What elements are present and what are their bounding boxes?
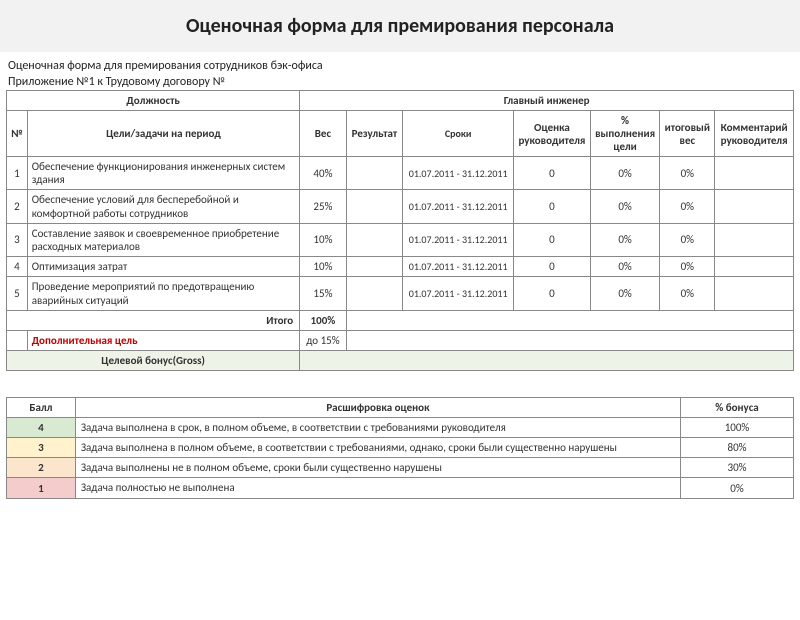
cell-num: 3 [7, 223, 28, 256]
legend-bonus: 100% [681, 417, 794, 437]
cell-pct: 0% [590, 277, 660, 310]
col-final: итоговый вес [660, 111, 715, 157]
cell-comment [715, 223, 794, 256]
cell-pct: 0% [590, 257, 660, 277]
bonus-row: Целевой бонус(Gross) [7, 350, 794, 370]
total-weight: 100% [300, 310, 346, 330]
col-num: № [7, 111, 28, 157]
table-row: 1 Обеспечение функционирования инженерны… [7, 157, 794, 190]
cell-dates: 01.07.2011 - 31.12.2011 [403, 157, 514, 190]
cell-goal: Обеспечение условий для бесперебойной и … [27, 190, 300, 223]
extra-goal-label: Дополнительная цель [27, 330, 300, 350]
legend-desc: Задача выполнены не в полном объеме, сро… [75, 458, 680, 478]
cell-score: 0 [514, 190, 591, 223]
page-title: Оценочная форма для премирования персона… [0, 0, 800, 52]
position-value: Главный инженер [300, 91, 794, 111]
legend-desc: Задача полностью не выполнена [75, 478, 680, 498]
legend-col-desc: Расшифровка оценок [75, 397, 680, 417]
cell-goal: Составление заявок и своевременное приоб… [27, 223, 300, 256]
cell-comment [715, 257, 794, 277]
cell-weight: 40% [300, 157, 346, 190]
cell-score: 0 [514, 157, 591, 190]
main-table: Должность Главный инженер № Цели/задачи … [6, 90, 794, 371]
cell-score: 0 [514, 257, 591, 277]
cell-dates: 01.07.2011 - 31.12.2011 [403, 223, 514, 256]
cell-score: 0 [514, 277, 591, 310]
cell-num: 4 [7, 257, 28, 277]
extra-goal-weight: до 15% [300, 330, 346, 350]
cell-comment [715, 190, 794, 223]
cell-score: 0 [514, 223, 591, 256]
legend-row: 1 Задача полностью не выполнена 0% [7, 478, 794, 498]
table-row: 2 Обеспечение условий для бесперебойной … [7, 190, 794, 223]
cell-final: 0% [660, 257, 715, 277]
cell-result [346, 190, 403, 223]
cell-weight: 10% [300, 257, 346, 277]
legend-header: Балл Расшифровка оценок % бонуса [7, 397, 794, 417]
legend-ball: 2 [7, 458, 76, 478]
subtitle-2: Приложение №1 к Трудовому договору № [6, 74, 794, 90]
cell-dates: 01.07.2011 - 31.12.2011 [403, 277, 514, 310]
cell-num: 2 [7, 190, 28, 223]
cell-result [346, 257, 403, 277]
legend-bonus: 30% [681, 458, 794, 478]
cell-result [346, 223, 403, 256]
total-label: Итого [7, 310, 300, 330]
legend-row: 3 Задача выполнена в полном объеме, в со… [7, 438, 794, 458]
header-row: № Цели/задачи на период Вес Результат Ср… [7, 111, 794, 157]
legend-bonus: 0% [681, 478, 794, 498]
cell-goal: Оптимизация затрат [27, 257, 300, 277]
sheet: Оценочная форма для премирования сотрудн… [0, 58, 800, 499]
cell-goal: Обеспечение функционирования инженерных … [27, 157, 300, 190]
col-goal: Цели/задачи на период [27, 111, 300, 157]
cell-num: 1 [7, 157, 28, 190]
table-row: 3 Составление заявок и своевременное при… [7, 223, 794, 256]
col-weight: Вес [300, 111, 346, 157]
cell-result [346, 157, 403, 190]
cell-result [346, 277, 403, 310]
extra-goal-row: Дополнительная цель до 15% [7, 330, 794, 350]
cell-dates: 01.07.2011 - 31.12.2011 [403, 257, 514, 277]
subtitle-block: Оценочная форма для премирования сотрудн… [6, 58, 794, 90]
legend-ball: 4 [7, 417, 76, 437]
cell-weight: 10% [300, 223, 346, 256]
cell-weight: 25% [300, 190, 346, 223]
table-row: 5 Проведение мероприятий по предотвращен… [7, 277, 794, 310]
col-comment: Комментарий руководителя [715, 111, 794, 157]
legend-ball: 1 [7, 478, 76, 498]
legend-desc: Задача выполнена в полном объеме, в соот… [75, 438, 680, 458]
legend-ball: 3 [7, 438, 76, 458]
position-label: Должность [7, 91, 300, 111]
cell-weight: 15% [300, 277, 346, 310]
col-score: Оценка руководителя [514, 111, 591, 157]
legend-col-bonus: % бонуса [681, 397, 794, 417]
col-result: Результат [346, 111, 403, 157]
cell-comment [715, 277, 794, 310]
legend-row: 4 Задача выполнена в срок, в полном объе… [7, 417, 794, 437]
cell-num: 5 [7, 277, 28, 310]
cell-pct: 0% [590, 223, 660, 256]
col-pct: % выполнения цели [590, 111, 660, 157]
legend-row: 2 Задача выполнены не в полном объеме, с… [7, 458, 794, 478]
legend-col-ball: Балл [7, 397, 76, 417]
cell-pct: 0% [590, 190, 660, 223]
bonus-label: Целевой бонус(Gross) [7, 350, 300, 370]
col-dates: Сроки [403, 111, 514, 157]
table-row: 4 Оптимизация затрат 10% 01.07.2011 - 31… [7, 257, 794, 277]
legend-table: Балл Расшифровка оценок % бонуса 4 Задач… [6, 397, 794, 499]
cell-dates: 01.07.2011 - 31.12.2011 [403, 190, 514, 223]
total-row: Итого 100% [7, 310, 794, 330]
cell-comment [715, 157, 794, 190]
legend-desc: Задача выполнена в срок, в полном объеме… [75, 417, 680, 437]
cell-final: 0% [660, 157, 715, 190]
cell-final: 0% [660, 277, 715, 310]
cell-final: 0% [660, 223, 715, 256]
cell-goal: Проведение мероприятий по предотвращению… [27, 277, 300, 310]
cell-pct: 0% [590, 157, 660, 190]
subtitle-1: Оценочная форма для премирования сотрудн… [6, 58, 794, 74]
cell-final: 0% [660, 190, 715, 223]
legend-bonus: 80% [681, 438, 794, 458]
